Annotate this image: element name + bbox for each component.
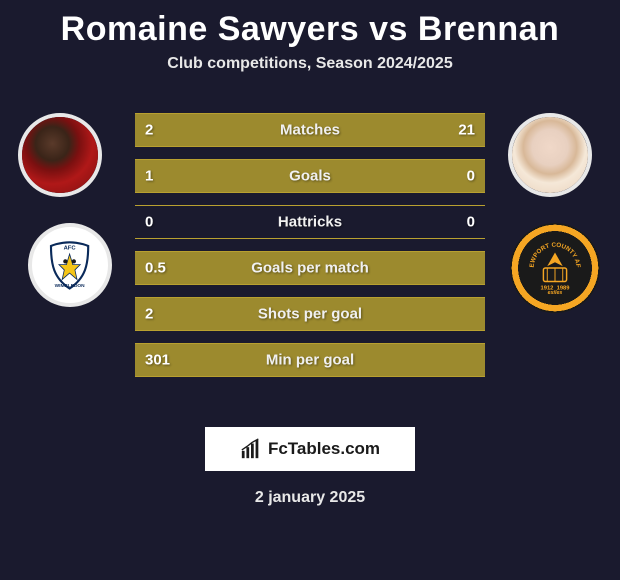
stat-label: Goals per match [251, 260, 369, 277]
stat-value-right: 0 [467, 214, 475, 231]
afc-wimbledon-icon: AFC WIMBLEDON [43, 238, 96, 291]
stat-label: Shots per goal [258, 306, 362, 323]
stat-label: Hattricks [278, 214, 342, 231]
stat-value-right: 21 [458, 122, 475, 139]
stat-row: 2 Shots per goal [135, 297, 485, 331]
svg-text:exiles: exiles [548, 290, 563, 296]
date-text: 2 january 2025 [0, 489, 620, 507]
comparison-area: AFC WIMBLEDON NEWPORT COUNTY AFC [0, 103, 620, 403]
stat-label: Min per goal [266, 352, 354, 369]
branding-text: FcTables.com [268, 439, 380, 459]
stat-value-left: 301 [145, 352, 170, 369]
svg-text:AFC: AFC [64, 246, 77, 252]
stat-value-left: 0.5 [145, 260, 166, 277]
infographic-root: Romaine Sawyers vs Brennan Club competit… [0, 0, 620, 507]
club-left-badge: AFC WIMBLEDON [28, 223, 112, 307]
stat-value-left: 1 [145, 168, 153, 185]
player-left-avatar [18, 113, 102, 197]
stat-row: 0.5 Goals per match [135, 251, 485, 285]
branding-badge: FcTables.com [205, 427, 415, 471]
fctables-icon [240, 438, 262, 460]
stat-value-left: 2 [145, 306, 153, 323]
stat-label: Matches [280, 122, 340, 139]
player-left-avatar-fill [22, 117, 98, 193]
subtitle: Club competitions, Season 2024/2025 [0, 55, 620, 73]
svg-text:WIMBLEDON: WIMBLEDON [55, 283, 85, 289]
stat-value-right: 0 [467, 168, 475, 185]
stat-value-left: 2 [145, 122, 153, 139]
newport-county-icon: NEWPORT COUNTY AFC 1912 1989 exiles [526, 239, 584, 297]
stat-row: 1 0 Goals [135, 159, 485, 193]
player-right-avatar [508, 113, 592, 197]
stat-label: Goals [289, 168, 331, 185]
stat-value-left: 0 [145, 214, 153, 231]
stats-table: 2 21 Matches 1 0 Goals 0 0 Hattricks 0.5 Goals per… [135, 113, 485, 389]
page-title: Romaine Sawyers vs Brennan [0, 10, 620, 49]
player-right-avatar-fill [512, 117, 588, 193]
stat-row: 301 Min per goal [135, 343, 485, 377]
stat-row: 0 0 Hattricks [135, 205, 485, 239]
stat-row: 2 21 Matches [135, 113, 485, 147]
club-right-badge: NEWPORT COUNTY AFC 1912 1989 exiles [510, 223, 600, 313]
